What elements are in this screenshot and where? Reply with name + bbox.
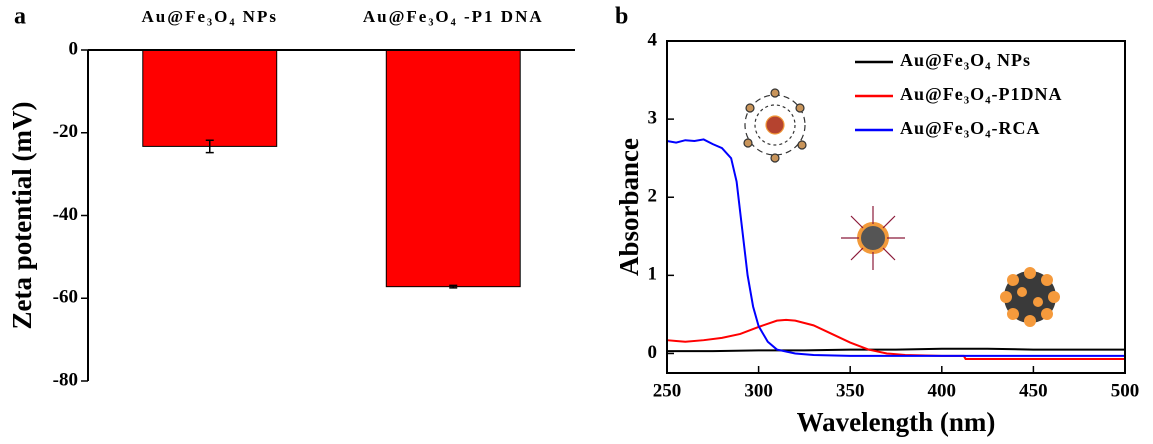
illustration-nps (1000, 267, 1060, 327)
x-tick-label: 400 (928, 380, 957, 401)
legend-label: Au@Fe₃O₄-RCA (900, 118, 1041, 138)
x-tick-label: 300 (744, 380, 773, 401)
y-tick-label: 0 (648, 342, 658, 363)
series-line (666, 318, 1125, 360)
x-tick-label: 350 (836, 380, 865, 401)
y-axis-title: Absorbance (614, 138, 644, 276)
illustration-rca (743, 88, 807, 163)
y-tick-label: -60 (53, 287, 78, 308)
legend-label: Au@Fe₃O₄-P1DNA (900, 84, 1063, 104)
legend-label: Au@Fe₃O₄ NPs (900, 50, 1031, 70)
series-line (667, 347, 1125, 353)
x-tick-label: 500 (1111, 380, 1140, 401)
x-tick-label: 250 (653, 380, 682, 401)
error-bar (205, 139, 214, 154)
bar (142, 49, 278, 147)
x-axis-title: Wavelength (nm) (797, 407, 996, 437)
y-tick-label: -40 (53, 204, 78, 225)
y-tick-label: 0 (69, 38, 79, 59)
x-tick-label: 450 (1019, 380, 1048, 401)
panel-label: a (14, 4, 26, 30)
panel-label: b (615, 4, 628, 30)
category-label: Au@Fe₃O₄ NPs (142, 7, 278, 26)
y-tick-label: 3 (648, 107, 658, 128)
y-tick-label: -20 (53, 121, 78, 142)
y-tick-label: -80 (53, 369, 78, 390)
category-label: Au@Fe₃O₄ -P1 DNA (363, 7, 544, 26)
plot-frame (666, 40, 1126, 374)
y-tick-label: 2 (648, 186, 658, 207)
y-tick-label: 4 (648, 29, 658, 50)
series-line (666, 138, 1125, 357)
y-axis-title: Zeta potential (mV) (7, 102, 37, 330)
illustration-p1dna (841, 206, 905, 270)
bar (385, 49, 521, 288)
y-tick-label: 1 (648, 264, 658, 285)
error-bar (449, 284, 458, 289)
